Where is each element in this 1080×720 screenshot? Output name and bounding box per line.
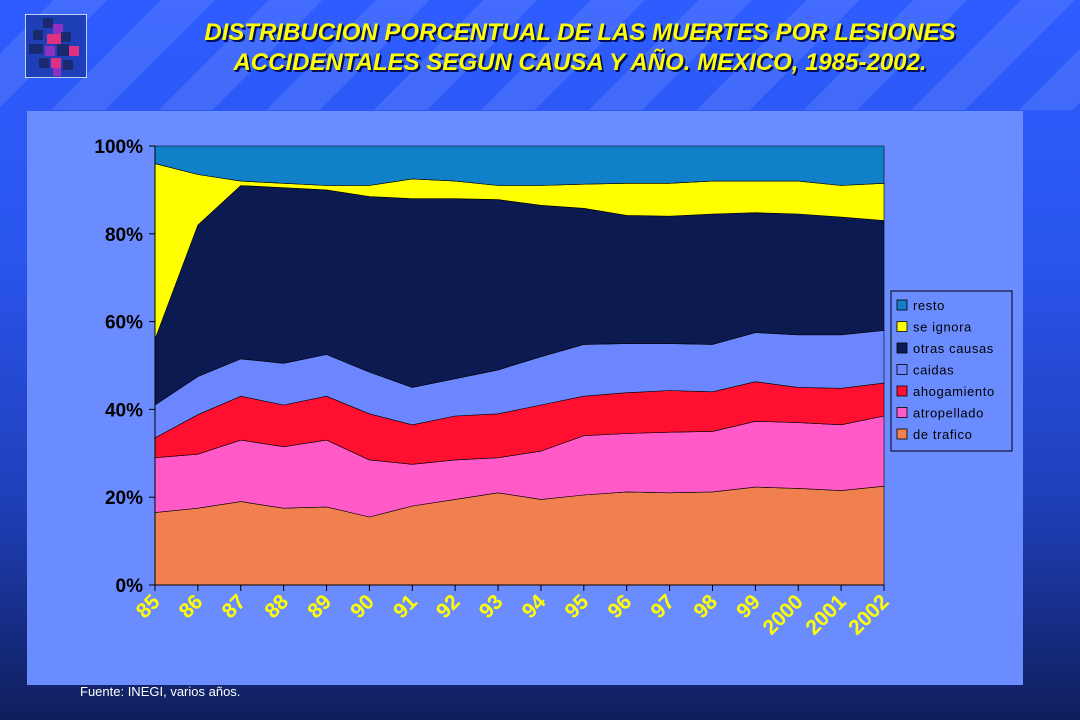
legend-swatch [896, 428, 908, 440]
title-line-2: ACCIDENTALES SEGUN CAUSA Y AÑO. MEXICO, … [233, 49, 927, 76]
legend-swatch [896, 407, 908, 418]
y-tick-label: 0% [116, 576, 144, 597]
y-tick-label: 20% [105, 488, 143, 509]
legend-swatch [896, 321, 908, 332]
legend-swatch [896, 364, 908, 375]
header-stripes [0, 0, 1080, 110]
legend-swatch [896, 342, 908, 354]
y-tick-label: 100% [94, 137, 143, 158]
y-tick-label: 80% [105, 225, 143, 246]
title-line-1: DISTRIBUCION PORCENTUAL DE LAS MUERTES P… [204, 19, 956, 46]
y-tick-label: 40% [105, 400, 143, 421]
legend-swatch [896, 385, 908, 397]
chart-area: 0% 20% 40% 60% 80% 100% 85 86 87 88 89 90 91 92 93 94 95… [27, 111, 1023, 685]
legend-label: se ignora [913, 320, 972, 335]
legend-label: resto [913, 298, 945, 313]
legend-box [890, 290, 1013, 452]
axes: 0%20%40%60%80%100%85 86 87 88 89 90 91 92 93 94 95… [94, 137, 893, 640]
legend-label: ahogamiento [913, 384, 995, 399]
institution-logo-icon [25, 14, 87, 78]
y-tick-label: 60% [105, 313, 143, 334]
source-note: Fuente: INEGI, varios años. [80, 684, 241, 699]
area-resto [154, 145, 885, 186]
legend-label: de trafico [913, 427, 972, 442]
legend-label: caidas [913, 363, 954, 378]
series-areas [154, 145, 885, 586]
legend: resto se ignora otras causas caidas ahogamie… [890, 290, 1013, 452]
legend-label: atropellado [913, 406, 984, 421]
stacked-area-chart: 0%20%40%60%80%100%85 86 87 88 89 90 91 92 93 94 95… [27, 111, 1023, 685]
slide-title: DISTRIBUCION PORCENTUAL DE LAS MUERTES P… [110, 18, 1050, 78]
legend-swatch [896, 299, 908, 311]
legend-label: otras causas [913, 341, 994, 356]
